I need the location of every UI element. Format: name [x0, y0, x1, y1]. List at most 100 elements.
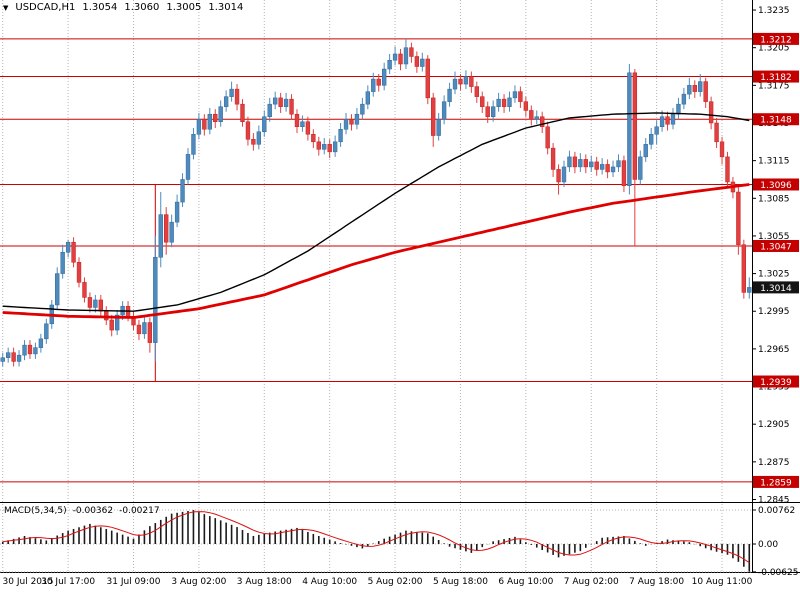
- candle-body: [540, 116, 545, 128]
- macd-main-value: -0.00362: [72, 506, 114, 516]
- candle-body: [392, 53, 398, 61]
- price-tick-label: 1.2845: [758, 495, 790, 505]
- candle-body: [11, 352, 16, 362]
- candle-body: [174, 201, 180, 223]
- candle-body: [164, 214, 169, 243]
- candle-body: [496, 98, 501, 107]
- level-badge: [753, 113, 799, 126]
- candle-body: [545, 126, 550, 149]
- candle-body: [381, 68, 387, 86]
- candle-body: [158, 214, 163, 258]
- candle-body: [371, 78, 376, 92]
- candle-body: [218, 106, 223, 122]
- candle-body: [65, 241, 71, 253]
- border-layer: [0, 0, 800, 573]
- ohlc-close-value: 1.3014: [208, 2, 244, 13]
- price-tick-label: 1.3085: [758, 194, 790, 204]
- candle-body: [354, 113, 360, 125]
- level-badge: [753, 375, 799, 388]
- candle-body: [98, 299, 103, 312]
- candle-body: [109, 319, 114, 331]
- candle-body: [147, 322, 153, 343]
- level-badge-label: 1.3212: [760, 35, 792, 45]
- candle-body: [703, 81, 708, 102]
- candle-body: [501, 98, 507, 107]
- time-axis-label: 5 Aug 02:00: [368, 577, 423, 587]
- candle-body: [512, 91, 518, 99]
- candle-body: [621, 160, 627, 186]
- candle-body: [665, 116, 670, 125]
- time-axis-label: 10 Aug 11:00: [692, 577, 753, 587]
- symbol-dropdown-icon[interactable]: ▼: [3, 3, 9, 12]
- candle-body: [245, 121, 251, 140]
- level-badge-label: 1.3182: [760, 73, 792, 83]
- candle-body: [572, 156, 578, 168]
- candle-body: [87, 297, 93, 308]
- candle-body: [616, 160, 621, 168]
- candle-body: [229, 88, 234, 97]
- candle-body: [627, 72, 632, 186]
- candle-body: [278, 97, 283, 107]
- candle-body: [561, 166, 567, 183]
- candle-body: [583, 159, 588, 168]
- candle-body: [463, 76, 469, 85]
- candle-body: [649, 134, 654, 145]
- candle-body: [594, 161, 599, 170]
- candle-body: [480, 96, 485, 107]
- candle-body: [708, 101, 714, 124]
- candle-body: [632, 72, 638, 180]
- candle-body: [403, 47, 409, 65]
- price-tick-label: 1.2965: [758, 345, 790, 355]
- candle-body: [0, 357, 5, 362]
- candle-body: [376, 78, 381, 86]
- candle-body: [654, 126, 659, 135]
- candle-body: [599, 164, 605, 170]
- level-badge: [753, 239, 799, 252]
- candle-body: [191, 134, 196, 155]
- time-axis-label: 3 Aug 02:00: [171, 577, 226, 587]
- price-tick-label: 1.2875: [758, 458, 790, 468]
- macd-layer: 0.00762 0.00 -0.00625: [0, 506, 798, 578]
- candle-body: [223, 96, 229, 107]
- candle-body: [534, 116, 539, 120]
- candle-body: [289, 98, 294, 115]
- candle-body: [589, 161, 594, 168]
- candle-body: [33, 347, 38, 355]
- candle-body: [741, 244, 747, 293]
- level-badge-label: 1.3148: [760, 116, 792, 126]
- candle-body: [458, 78, 463, 85]
- candle-body: [485, 106, 490, 117]
- ohlc-high-value: 1.3060: [124, 2, 160, 13]
- macd-signal-line: [2, 511, 750, 564]
- price-tick-label: 1.2935: [758, 383, 790, 393]
- candle-body: [338, 129, 343, 143]
- candle-body: [300, 121, 305, 128]
- candle-body: [431, 97, 436, 136]
- candle-body: [322, 144, 327, 150]
- time-axis-label: 5 Aug 18:00: [433, 577, 488, 587]
- candle-body: [27, 344, 33, 355]
- candle-body: [196, 118, 202, 135]
- time-axis-label: 30 Jul 2015: [3, 577, 54, 587]
- candle-body: [643, 144, 648, 158]
- candle-body: [82, 282, 87, 298]
- moving-average-layer: [2, 112, 750, 319]
- time-axis-label: 4 Aug 10:00: [302, 577, 357, 587]
- time-axis-label: 31 Jul 09:00: [107, 577, 161, 587]
- ma-black-line: [2, 112, 750, 312]
- candle-body: [327, 144, 332, 153]
- candle-body: [234, 88, 240, 105]
- candle-body: [185, 154, 191, 180]
- candle-body: [425, 58, 430, 99]
- candle-body: [251, 139, 256, 145]
- price-tick-label: 1.2905: [758, 420, 790, 430]
- candle-body: [725, 156, 730, 183]
- candle-body: [202, 118, 207, 130]
- candle-body: [659, 116, 665, 128]
- price-axis-layer: 1.32351.32051.31751.31451.31151.30851.30…: [752, 6, 799, 505]
- time-axis-label: 7 Aug 02:00: [564, 577, 619, 587]
- level-badge: [753, 178, 799, 191]
- candle-body: [240, 103, 245, 122]
